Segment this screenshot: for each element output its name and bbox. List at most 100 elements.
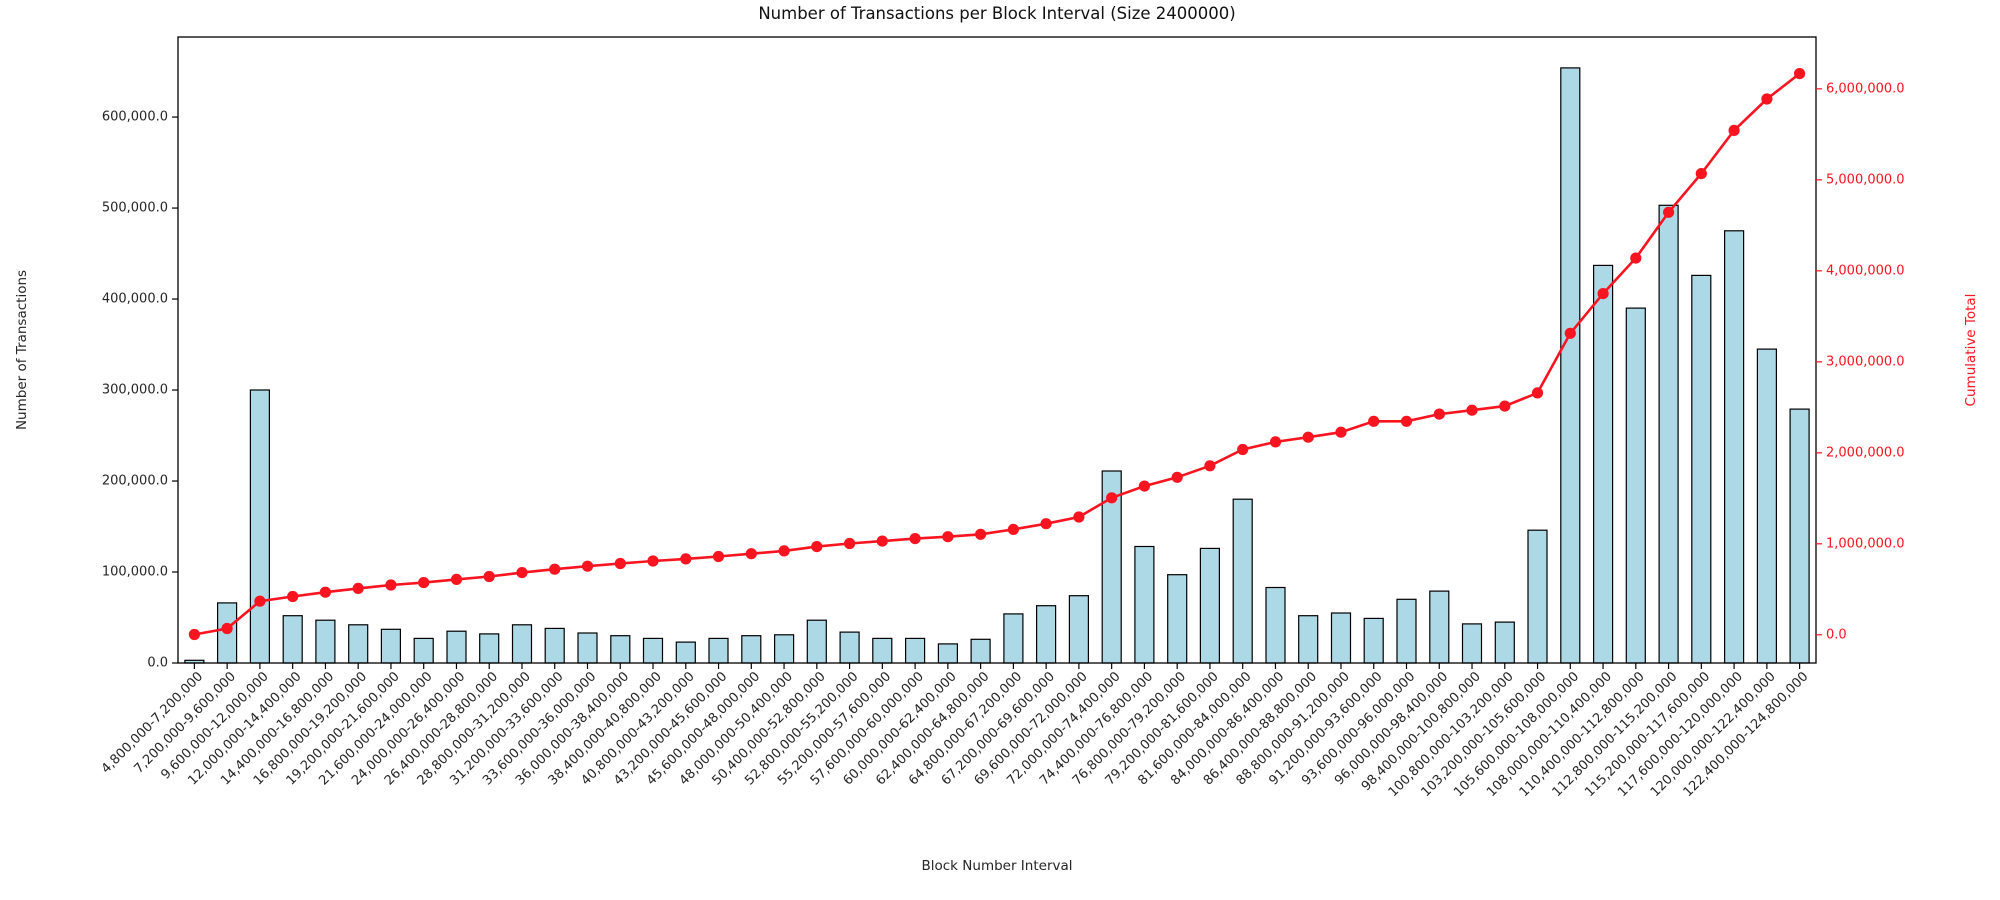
cumulative-point	[909, 533, 921, 545]
bar	[1134, 545, 1155, 664]
cumulative-point	[1630, 252, 1642, 264]
bar	[544, 627, 565, 664]
y-tick-label-left: 300,000.0	[102, 383, 168, 398]
y-tick-label-left: 100,000.0	[102, 565, 168, 580]
bar	[577, 632, 598, 664]
y-tick-label-right: 5,000,000.0	[1826, 172, 1905, 187]
bar	[937, 643, 959, 664]
bar	[1789, 408, 1810, 664]
cumulative-point	[516, 567, 528, 579]
cumulative-points	[188, 68, 1806, 641]
cumulative-point	[1302, 431, 1314, 443]
bar	[806, 619, 827, 664]
y-tick-label-left: 200,000.0	[102, 474, 168, 489]
bar	[1560, 67, 1581, 664]
cumulative-point	[1597, 288, 1609, 300]
cumulative-point	[287, 590, 299, 603]
y-tick-label-right: 2,000,000.0	[1826, 445, 1905, 460]
cumulative-line	[194, 72, 1801, 636]
bar	[1691, 274, 1712, 664]
bar	[872, 637, 893, 664]
cumulative-point	[778, 545, 790, 557]
bar	[1265, 586, 1286, 664]
y-tick-label-left: 600,000.0	[102, 110, 168, 125]
bar	[773, 634, 795, 664]
bar	[446, 630, 467, 664]
cumulative-point	[483, 570, 495, 583]
cumulative-point	[745, 548, 757, 560]
cumulative-point	[188, 628, 200, 641]
y-tick-label-right: 1,000,000.0	[1826, 536, 1905, 551]
bar	[1429, 590, 1450, 664]
bar	[1068, 595, 1090, 664]
bar	[1625, 307, 1646, 664]
bar	[708, 637, 729, 664]
bar	[1330, 612, 1352, 664]
bar	[1035, 605, 1057, 664]
cumulative-point	[1728, 124, 1740, 136]
bar	[642, 637, 664, 664]
cumulative-point	[385, 579, 397, 591]
left-axis: 0.0 100,000.0 200,000.0 300,000.0 400,000.0 5…	[102, 110, 178, 671]
cumulative-point	[1335, 426, 1347, 438]
cumulative-point	[1138, 480, 1150, 492]
bar	[1396, 598, 1417, 664]
cumulative-point	[221, 622, 233, 635]
right-axis: 0.0 1,000,000.0 2,000,000.0 3,000,000.0 4,00…	[1816, 81, 1905, 642]
y-tick-label-right: 4,000,000.0	[1826, 263, 1905, 278]
bar	[1461, 623, 1483, 664]
cumulative-point	[712, 550, 725, 563]
cumulative-point	[1204, 460, 1216, 472]
bar	[413, 637, 434, 664]
bar	[1723, 230, 1745, 664]
cumulative-point	[876, 535, 888, 547]
bar	[675, 641, 696, 664]
bar	[904, 637, 926, 664]
cumulative-point	[1794, 68, 1806, 80]
cumulative-point	[1040, 518, 1052, 530]
bar	[511, 624, 533, 664]
bar	[282, 615, 303, 664]
y-tick-label-right: 0.0	[1826, 627, 1847, 642]
bar	[1592, 264, 1614, 664]
bar	[1167, 574, 1188, 664]
bar	[1658, 204, 1679, 664]
bar	[741, 635, 762, 664]
cumulative-point	[942, 531, 954, 543]
x-axis: 4,800,000-7,200,0007,200,000-9,600,0009,…	[99, 663, 1811, 800]
cumulative-point	[1695, 168, 1707, 180]
y-tick-label-left: 400,000.0	[102, 292, 168, 307]
bar	[839, 631, 860, 664]
bar	[1003, 613, 1024, 664]
cumulative-point	[1368, 415, 1380, 427]
bar	[1298, 615, 1319, 664]
cumulative-point	[647, 555, 659, 567]
y-tick-label-left: 0.0	[147, 656, 168, 671]
y-tick-label-right: 6,000,000.0	[1826, 81, 1905, 96]
cumulative-point	[680, 553, 692, 565]
cumulative-point	[844, 537, 856, 550]
cumulative-point	[1007, 523, 1020, 536]
cumulative-point	[811, 541, 823, 553]
cumulative-point	[1564, 327, 1576, 339]
bar	[380, 628, 401, 664]
cumulative-point	[254, 595, 266, 607]
bar	[610, 635, 631, 664]
bar	[1232, 498, 1253, 664]
cumulative-point	[1531, 387, 1544, 399]
bar	[1494, 621, 1515, 664]
cumulative-point	[614, 557, 626, 570]
bar	[1363, 617, 1384, 664]
bar	[348, 624, 369, 664]
cumulative-point	[1433, 408, 1445, 420]
cumulative-point	[1761, 93, 1773, 105]
cumulative-point	[1663, 206, 1675, 218]
cumulative-point	[581, 560, 594, 572]
cumulative-point	[1400, 415, 1413, 427]
y-tick-label-left: 500,000.0	[102, 201, 168, 216]
cumulative-point	[352, 582, 364, 595]
cumulative-point	[1171, 471, 1183, 483]
x-axis-title: Block Number Interval	[921, 858, 1073, 874]
bar	[970, 638, 991, 664]
